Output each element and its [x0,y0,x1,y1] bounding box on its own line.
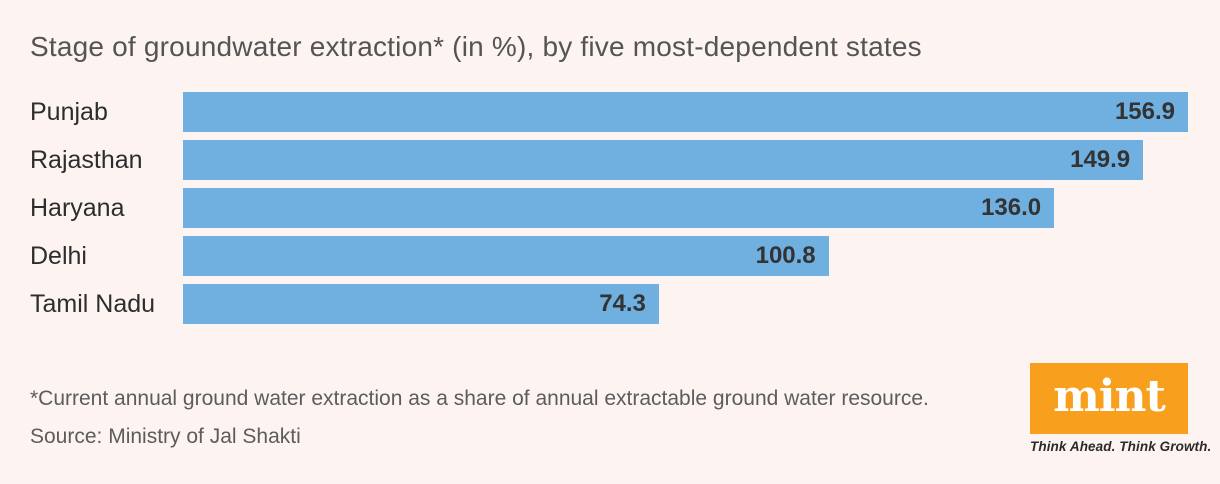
bar-track: 100.8 [183,236,1188,276]
bar-value-label: 149.9 [1070,146,1131,173]
footer-notes: *Current annual ground water extraction … [30,384,929,451]
bar-row: Punjab 156.9 [30,92,1188,132]
bar-value-label: 74.3 [599,290,646,317]
bar-track: 149.9 [183,140,1188,180]
category-label: Rajasthan [30,145,143,174]
bar: 149.9 [183,140,1144,180]
mint-logo: mint [1030,363,1188,434]
bar: 100.8 [183,236,829,276]
bar-value-label: 136.0 [981,194,1042,221]
footnote-text: *Current annual ground water extraction … [30,387,929,410]
bar-value-label: 156.9 [1114,98,1175,125]
category-label: Punjab [30,97,108,126]
bar-track: 156.9 [183,92,1188,132]
bar-row: Tamil Nadu 74.3 [30,284,1188,324]
bar-row: Delhi 100.8 [30,236,1188,276]
category-label: Tamil Nadu [30,289,156,318]
bar-row: Haryana 136.0 [30,188,1188,228]
category-label: Haryana [30,193,125,222]
category-label: Delhi [30,241,87,270]
bar: 74.3 [183,284,659,324]
chart-title: Stage of groundwater extraction* (in %),… [30,31,922,62]
brand-block: mint Think Ahead. Think Growth. [1030,363,1212,454]
bar-track: 136.0 [183,188,1188,228]
bar: 156.9 [183,92,1188,132]
bar-value-label: 100.8 [755,242,816,269]
source-text: Source: Ministry of Jal Shakti [30,425,301,448]
chart-footer: *Current annual ground water extraction … [30,363,1212,454]
brand-tagline: Think Ahead. Think Growth. [1030,439,1212,454]
bar: 136.0 [183,188,1055,228]
bar-row: Rajasthan 149.9 [30,140,1188,180]
mint-logo-text: mint [1053,370,1166,422]
bar-track: 74.3 [183,284,1188,324]
bar-chart: Punjab 156.9 Rajasthan 149.9 Haryana 136… [30,92,1188,324]
